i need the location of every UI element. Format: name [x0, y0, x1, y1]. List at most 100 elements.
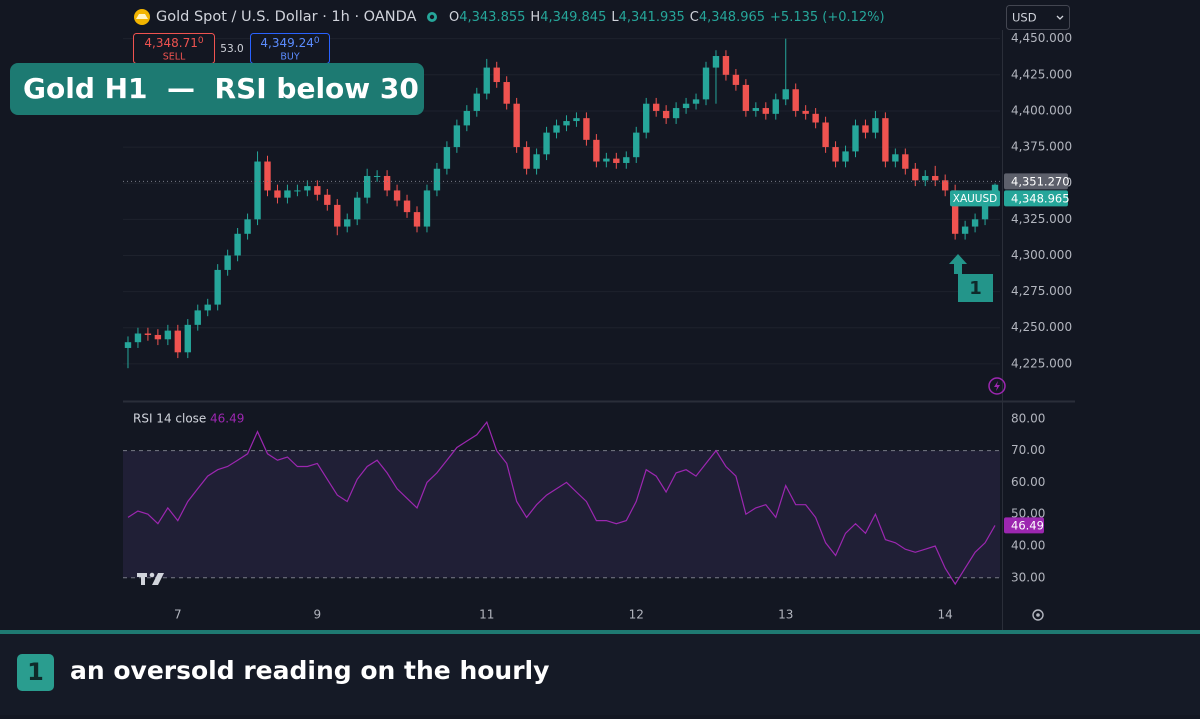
candle-body — [902, 154, 909, 169]
candle-body — [134, 333, 142, 343]
last-price-label: 4,348.965 — [1011, 191, 1070, 205]
caption-bar — [0, 630, 1200, 715]
annotation-arrow — [949, 254, 967, 274]
caption-marker: 1 — [27, 658, 44, 686]
candle-body — [244, 219, 251, 234]
candle-body — [633, 132, 640, 158]
x-tick-label: 9 — [314, 608, 322, 622]
headline: Gold H1 — RSI below 30 — [23, 72, 419, 105]
candle-body — [483, 67, 490, 94]
candle-body — [682, 103, 690, 109]
candle-body — [872, 118, 879, 133]
candle-body — [144, 333, 152, 335]
candle-body — [852, 125, 859, 152]
candle-body — [493, 67, 500, 83]
y-tick-label: 4,225.000 — [1011, 356, 1072, 370]
candle-body — [433, 168, 441, 191]
sell-price-sup: 0 — [198, 36, 204, 46]
candle-body — [583, 118, 590, 140]
candle-body — [623, 157, 630, 163]
symbol-tag — [950, 190, 1000, 207]
candle-body — [912, 168, 919, 181]
candle-body — [573, 118, 580, 122]
y-tick-label: 4,375.000 — [1011, 140, 1072, 154]
y-tick-label: 70.00 — [1011, 443, 1045, 457]
last-price-tag — [1004, 190, 1068, 207]
candle-body — [473, 93, 480, 111]
candle-body — [523, 147, 530, 169]
sell-price: 4,348.710 — [144, 36, 203, 50]
candle-body — [164, 330, 172, 340]
buy-price-sup: 0 — [314, 36, 320, 46]
candle-body — [812, 113, 819, 123]
candle-body — [383, 175, 391, 191]
symbol-name: Gold Spot / U.S. Dollar · 1h · OANDA — [156, 9, 417, 25]
headline-box — [10, 63, 424, 115]
candle-body — [553, 125, 560, 133]
candle-body — [543, 132, 550, 155]
candle-body — [304, 186, 311, 191]
candle-body — [752, 108, 760, 111]
y-tick-label: 50.00 — [1011, 507, 1045, 521]
candle-body — [264, 161, 271, 191]
candle-body — [991, 184, 999, 193]
candle-body — [732, 74, 740, 85]
candle-body — [294, 190, 301, 192]
candle-body — [643, 103, 650, 133]
caption-badge — [17, 654, 54, 691]
sell-price-main: 4,348.71 — [144, 36, 197, 50]
candle-body — [613, 158, 620, 163]
candle-body — [274, 190, 281, 198]
candle-body — [722, 56, 730, 75]
candle-body — [503, 82, 510, 104]
candle-body — [413, 212, 421, 227]
y-tick-label: 40.00 — [1011, 538, 1045, 552]
candle-body — [782, 89, 789, 100]
candle-body — [254, 161, 261, 220]
candle-body — [981, 200, 989, 220]
candle-body — [932, 175, 939, 181]
y-tick-label: 80.00 — [1011, 411, 1045, 425]
candle-body — [961, 226, 969, 234]
candle-body — [842, 151, 849, 162]
y-tick-label: 4,300.000 — [1011, 248, 1072, 262]
candle-body — [154, 334, 162, 340]
settings-icon[interactable] — [1032, 609, 1044, 621]
y-tick-label: 60.00 — [1011, 475, 1045, 489]
candle-body — [194, 310, 201, 325]
candle-body — [762, 108, 769, 114]
reference-price-tag — [1004, 173, 1068, 190]
market-status-core — [429, 14, 435, 20]
candle-body — [702, 67, 710, 100]
buy-price: 4,349.240 — [260, 36, 319, 50]
candle-body — [882, 118, 889, 162]
spread: 53.0 — [220, 43, 243, 55]
candle-body — [354, 197, 361, 220]
y-tick-label: 4,275.000 — [1011, 284, 1072, 298]
candle-body — [234, 233, 241, 256]
candle-body — [423, 190, 431, 227]
currency-select[interactable] — [1006, 5, 1070, 30]
buy-label: BUY — [280, 52, 299, 63]
alert-icon[interactable] — [988, 377, 1006, 395]
tv-logo-slash — [152, 573, 164, 585]
candle-body — [563, 121, 570, 126]
candle-body — [802, 110, 809, 114]
candle-body — [862, 125, 869, 133]
annotation-badge — [958, 274, 993, 302]
ohlc-key: L — [611, 10, 619, 25]
symbol-title: Gold Spot / U.S. Dollar · 1h · OANDA — [156, 9, 417, 25]
legend-name: RSI 14 close — [133, 412, 206, 426]
candle-body — [593, 139, 600, 162]
symbol-label: XAUUSD — [953, 193, 998, 205]
tv-logo-dot — [149, 572, 155, 578]
candle-body — [712, 56, 720, 68]
candle-body — [513, 103, 520, 148]
y-tick-label: 30.00 — [1011, 570, 1045, 584]
ohlc-value: 4,341.935 — [619, 10, 685, 25]
currency-chevron — [1056, 15, 1064, 20]
current-value-tag — [1004, 517, 1044, 534]
